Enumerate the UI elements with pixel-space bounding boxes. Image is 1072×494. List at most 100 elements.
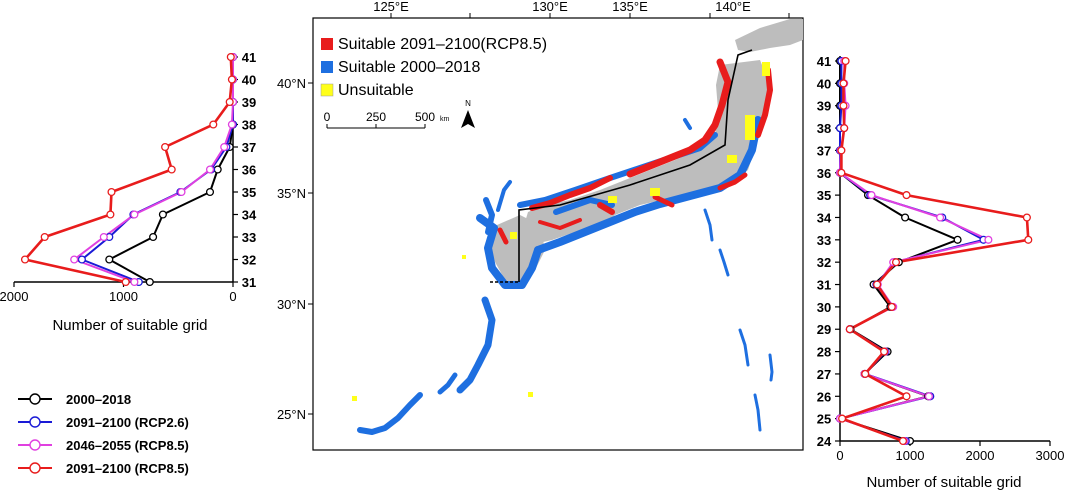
left-x-ticks: 2000 1000 0 xyxy=(0,282,237,304)
right-profile-chart: 24 25 26 27 28 29 30 31 32 33 34 35 36 37 38 39 40 41 0 10… xyxy=(817,54,1065,491)
unsuitable-patch xyxy=(608,196,617,203)
series-point xyxy=(121,277,130,287)
series-point xyxy=(225,97,234,107)
legend-label: 2091–2100 (RCP8.5) xyxy=(66,461,189,476)
y-tick-label: 30 xyxy=(817,300,831,315)
north-label: N xyxy=(465,99,471,108)
unsuitable-patch xyxy=(352,396,357,401)
left-profile-chart: 31 32 33 34 35 36 37 38 39 40 41 2000 1000 0 Number … xyxy=(0,50,257,334)
series-point xyxy=(167,165,176,174)
y-tick-label: 32 xyxy=(817,255,831,270)
y-tick-label: 33 xyxy=(817,233,831,248)
x-tick-label: 2000 xyxy=(0,289,28,304)
series-point xyxy=(898,436,908,446)
left-y-ticks: 31 32 33 34 35 36 37 38 39 40 41 xyxy=(233,50,257,290)
series-point xyxy=(209,120,218,129)
scale-label: 500 xyxy=(415,110,435,124)
lon-tick-label: 135°E xyxy=(612,0,648,14)
lon-ticks: 125°E 130°E 135°E 140°E xyxy=(373,0,790,18)
series-point xyxy=(107,187,116,197)
legend-label: 2046–2055 (RCP8.5) xyxy=(66,438,189,453)
series-point xyxy=(924,392,933,401)
series-point xyxy=(838,414,847,423)
series-point xyxy=(205,165,215,174)
series-point xyxy=(227,75,236,84)
right-x-axis-title: Number of suitable grid xyxy=(866,474,1021,491)
scale-label: 250 xyxy=(366,110,386,124)
suitable-2091-2100-zone xyxy=(497,58,773,245)
series-point xyxy=(1022,213,1031,222)
lon-tick-label: 130°E xyxy=(532,0,568,14)
legend-marker xyxy=(29,462,41,474)
series-point xyxy=(841,56,850,66)
x-tick-label: 1000 xyxy=(109,289,138,304)
lat-tick-label: 30°N xyxy=(277,297,306,312)
x-tick-label: 3000 xyxy=(1036,448,1065,463)
y-tick-label: 25 xyxy=(817,412,831,427)
y-tick-label: 38 xyxy=(817,121,831,136)
series-line xyxy=(23,56,234,284)
region-boundary-line xyxy=(518,49,753,282)
y-tick-label: 41 xyxy=(817,54,831,69)
x-tick-label: 2000 xyxy=(966,448,995,463)
unsuitable-zone xyxy=(352,62,770,401)
y-tick-label: 39 xyxy=(817,99,831,114)
series-point xyxy=(901,213,910,222)
right-series-group xyxy=(835,56,1033,446)
series-point xyxy=(213,165,222,174)
series-point xyxy=(861,369,870,378)
legend-marker xyxy=(29,393,41,405)
y-tick-label: 29 xyxy=(817,322,831,337)
series-point xyxy=(70,255,79,264)
north-arrow-icon xyxy=(461,110,475,128)
series-point xyxy=(145,277,154,287)
legend-marker xyxy=(29,416,41,428)
series-point xyxy=(984,235,993,244)
series-point xyxy=(99,232,108,242)
y-tick-label: 27 xyxy=(817,367,831,382)
map-panel: 125°E 130°E 135°E 140°E 40°N 35°N 30°N 2… xyxy=(277,0,804,451)
right-y-ticks: 24 25 26 27 28 29 30 31 32 33 34 35 36 37 38 39 40 41 xyxy=(817,54,840,449)
series-point xyxy=(106,210,115,219)
unsuitable-patch xyxy=(745,115,755,140)
hokkaido-shape xyxy=(735,19,803,52)
y-tick-label: 37 xyxy=(242,140,256,155)
suitable-2000-2018-zone xyxy=(357,116,774,435)
series-point xyxy=(839,79,848,88)
y-tick-label: 31 xyxy=(242,275,256,290)
series-point xyxy=(873,280,882,289)
legend-label: 2091–2100 (RCP2.6) xyxy=(66,415,189,430)
series-point xyxy=(887,302,896,311)
scale-bar: 0 250 500 km xyxy=(324,110,450,129)
y-tick-label: 26 xyxy=(817,389,831,404)
lat-tick-label: 40°N xyxy=(277,76,306,91)
y-tick-label: 31 xyxy=(817,278,831,293)
series-point xyxy=(839,101,848,110)
y-tick-label: 40 xyxy=(242,73,256,88)
series-point xyxy=(840,124,849,133)
series-point xyxy=(220,142,229,152)
unsuitable-patch xyxy=(727,155,737,163)
series-point xyxy=(77,255,86,264)
lat-ticks: 40°N 35°N 30°N 25°N xyxy=(277,76,313,422)
y-tick-label: 28 xyxy=(817,345,831,360)
series-point xyxy=(936,213,945,222)
y-tick-label: 32 xyxy=(242,253,256,268)
series-point xyxy=(130,277,139,287)
unsuitable-patch xyxy=(650,188,660,196)
series-line xyxy=(840,60,1030,443)
scale-label: 0 xyxy=(324,110,331,124)
x-tick-label: 0 xyxy=(836,448,843,463)
left-x-axis-title: Number of suitable grid xyxy=(52,317,207,334)
y-tick-label: 35 xyxy=(242,185,256,200)
series-point xyxy=(880,347,889,356)
legend-label: 2000–2018 xyxy=(66,392,131,407)
series-point xyxy=(837,146,846,155)
series-point xyxy=(20,255,30,264)
series-point xyxy=(902,191,911,200)
map-legend-label: Suitable 2000–2018 xyxy=(338,59,480,76)
series-point xyxy=(837,168,846,177)
series-point xyxy=(902,392,911,401)
series-point xyxy=(1024,235,1033,244)
